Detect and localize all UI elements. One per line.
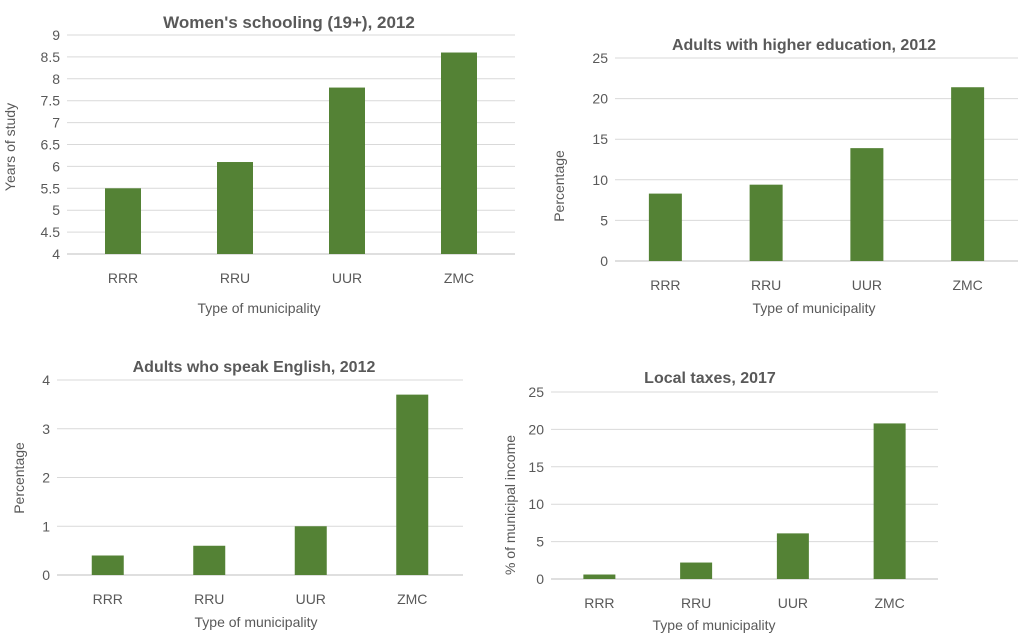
y-axis-ticks: 0 1 2 3 4 <box>42 372 50 583</box>
y-tick-label: 7 <box>52 115 60 131</box>
x-tick-label: RRU <box>220 270 250 286</box>
y-tick-label: 4 <box>42 372 50 388</box>
chart-speak-english: Adults who speak English, 2012 0 1 2 3 4 RRR… <box>11 359 463 630</box>
x-axis-ticks: RRR RRU UUR ZMC <box>650 277 983 293</box>
chart-title: Local taxes, 2017 <box>644 370 776 387</box>
bar-rru <box>193 545 226 575</box>
gridlines <box>615 57 1018 262</box>
bar-uur <box>776 533 809 579</box>
x-tick-label: RRR <box>93 591 123 607</box>
y-tick-label: 0 <box>42 567 50 583</box>
y-tick-label: 7.5 <box>41 93 61 109</box>
y-tick-label: 5 <box>52 202 60 218</box>
x-tick-label: UUR <box>778 595 808 611</box>
bar-zmc <box>396 394 429 575</box>
y-tick-label: 15 <box>528 459 544 475</box>
x-tick-label: ZMC <box>874 595 904 611</box>
y-tick-label: 5 <box>600 212 608 228</box>
chart-title: Adults who speak English, 2012 <box>133 359 376 376</box>
y-tick-label: 10 <box>592 172 608 188</box>
bar-rrr <box>105 188 141 254</box>
chart-higher-education: Adults with higher education, 2012 0 5 10 1… <box>551 37 1018 316</box>
bar-zmc <box>873 423 906 579</box>
x-tick-label: RRU <box>194 591 224 607</box>
y-axis-ticks: 0 5 10 15 20 25 <box>528 384 544 587</box>
x-axis-label: Type of municipality <box>653 617 776 633</box>
bar-uur <box>850 148 884 261</box>
chart-title: Adults with higher education, 2012 <box>672 37 936 54</box>
x-axis-label: Type of municipality <box>195 614 318 630</box>
bars <box>583 423 906 579</box>
gridlines <box>551 391 938 580</box>
y-tick-label: 6.5 <box>41 137 61 153</box>
y-axis-label: Percentage <box>11 442 27 514</box>
y-axis-ticks: 0 5 10 15 20 25 <box>592 50 608 269</box>
y-tick-label: 20 <box>592 91 608 107</box>
y-tick-label: 20 <box>528 421 544 437</box>
bars <box>91 394 429 575</box>
y-tick-label: 0 <box>536 571 544 587</box>
bar-rrr <box>91 555 124 575</box>
y-tick-label: 4 <box>52 246 60 262</box>
x-axis-label: Type of municipality <box>753 300 876 316</box>
bar-uur <box>294 526 327 575</box>
y-tick-label: 1 <box>42 518 50 534</box>
y-axis-ticks: 4 4.5 5 5.5 6 6.5 7 7.5 8 8.5 9 <box>41 27 61 262</box>
x-tick-label: RRR <box>584 595 614 611</box>
y-tick-label: 15 <box>592 131 608 147</box>
y-axis-label: Percentage <box>551 150 567 222</box>
y-tick-label: 2 <box>42 470 50 486</box>
y-tick-label: 9 <box>52 27 60 43</box>
y-tick-label: 25 <box>592 50 608 66</box>
bar-rru <box>749 184 783 261</box>
x-tick-label: UUR <box>296 591 326 607</box>
chart-womens-schooling: Women's schooling (19+), 2012 4 4.5 5 5.5 6 6… <box>2 13 515 316</box>
x-axis-label: Type of municipality <box>198 300 321 316</box>
x-tick-label: ZMC <box>952 277 982 293</box>
x-tick-label: UUR <box>852 277 882 293</box>
x-tick-label: ZMC <box>397 591 427 607</box>
x-tick-label: RRR <box>650 277 680 293</box>
x-axis-ticks: RRR RRU UUR ZMC <box>93 591 428 607</box>
y-tick-label: 5 <box>536 534 544 550</box>
y-tick-label: 3 <box>42 421 50 437</box>
x-axis-ticks: RRR RRU UUR ZMC <box>584 595 905 611</box>
x-tick-label: RRU <box>751 277 781 293</box>
y-tick-label: 10 <box>528 496 544 512</box>
x-axis-ticks: RRR RRU UUR ZMC <box>108 270 474 286</box>
x-tick-label: RRR <box>108 270 138 286</box>
bar-rru <box>680 562 713 579</box>
y-tick-label: 4.5 <box>41 224 61 240</box>
bar-zmc <box>441 52 477 254</box>
chart-title: Women's schooling (19+), 2012 <box>163 13 415 32</box>
gridlines <box>67 34 515 255</box>
bar-rrr <box>583 574 616 579</box>
y-tick-label: 0 <box>600 253 608 269</box>
bar-rru <box>217 162 253 254</box>
x-tick-label: ZMC <box>444 270 474 286</box>
bars <box>105 52 477 254</box>
y-tick-label: 8 <box>52 71 60 87</box>
bar-rrr <box>648 193 682 261</box>
bar-zmc <box>951 87 985 261</box>
y-tick-label: 25 <box>528 384 544 400</box>
y-tick-label: 6 <box>52 158 60 174</box>
x-tick-label: UUR <box>332 270 362 286</box>
bars <box>648 87 985 261</box>
y-axis-label: Years of study <box>2 103 18 191</box>
y-axis-label: % of municipal income <box>502 435 518 575</box>
x-tick-label: RRU <box>681 595 711 611</box>
y-tick-label: 5.5 <box>41 180 61 196</box>
bar-uur <box>329 87 365 254</box>
gridlines <box>57 379 463 576</box>
y-tick-label: 8.5 <box>41 49 61 65</box>
chart-local-taxes: Local taxes, 2017 0 5 10 15 20 25 RRR RRU UUR ZM… <box>502 370 938 633</box>
